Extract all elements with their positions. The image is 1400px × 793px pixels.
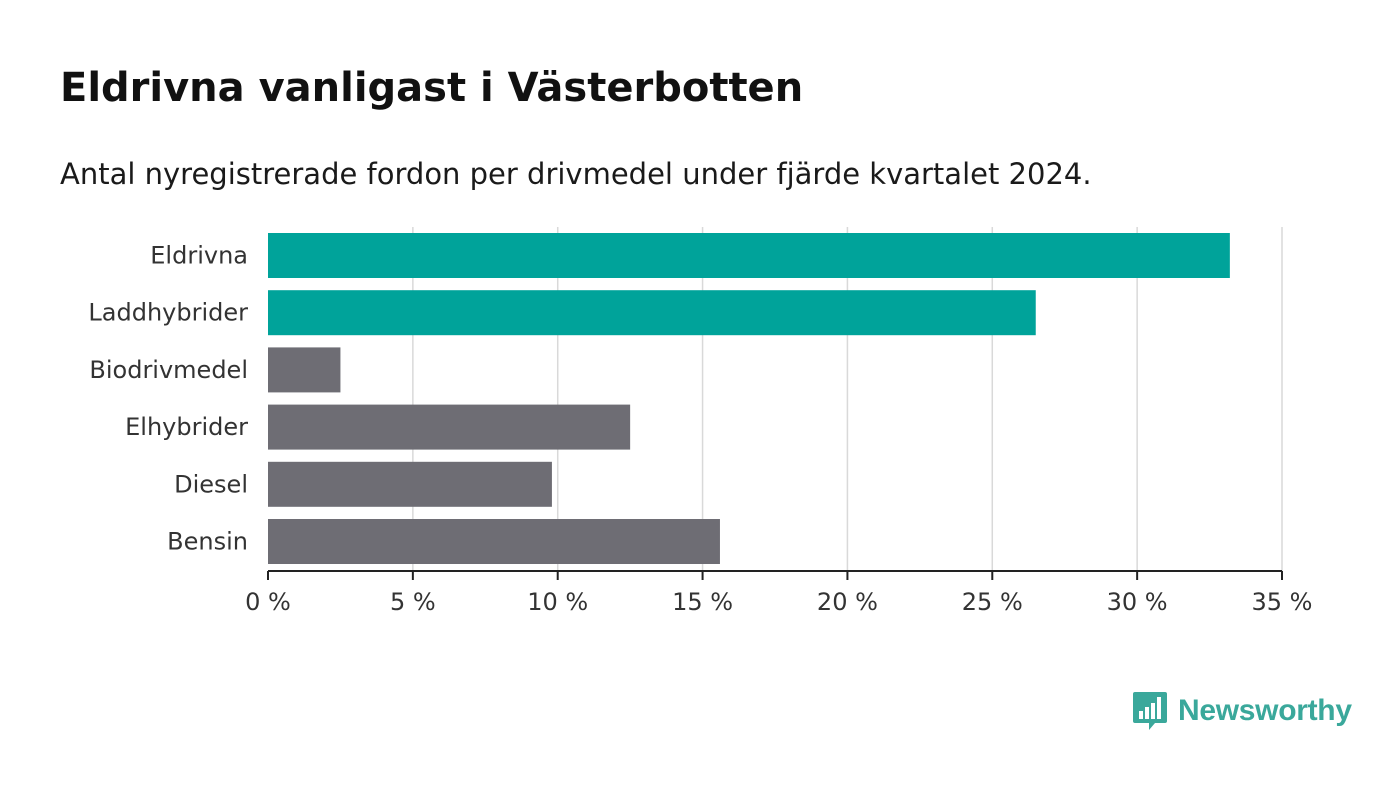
chart-subtitle: Antal nyregistrerade fordon per drivmede… bbox=[60, 157, 1092, 191]
bar-diesel bbox=[268, 461, 552, 507]
bar-biodrivmedel bbox=[268, 347, 341, 393]
x-axis: 0 % 5 % 10 % 15 % 20 % 25 % 30 % 35 % bbox=[245, 570, 1313, 616]
bar-laddhybrider bbox=[268, 290, 1036, 336]
category-label: Biodrivmedel bbox=[89, 356, 248, 384]
x-tick-label: 30 % bbox=[1107, 588, 1168, 616]
x-tick-label: 0 % bbox=[245, 588, 291, 616]
category-label: Bensin bbox=[167, 528, 248, 556]
x-tick-label: 10 % bbox=[527, 588, 588, 616]
category-label: Elhybrider bbox=[125, 413, 248, 441]
newsworthy-logo: Newsworthy bbox=[1132, 690, 1352, 732]
category-label: Laddhybrider bbox=[88, 299, 248, 327]
category-label: Diesel bbox=[174, 470, 248, 498]
logo-text: Newsworthy bbox=[1178, 694, 1352, 727]
bar-elhybrider bbox=[268, 404, 631, 450]
category-label: Eldrivna bbox=[150, 242, 248, 270]
x-tick-label: 20 % bbox=[817, 588, 878, 616]
bar-bensin bbox=[268, 519, 720, 564]
gridlines bbox=[412, 227, 1283, 571]
chart-title: Eldrivna vanligast i Västerbotten bbox=[60, 65, 804, 111]
x-tick-label: 5 % bbox=[390, 588, 436, 616]
bar-eldrivna bbox=[268, 233, 1230, 278]
x-tick-label: 35 % bbox=[1252, 588, 1313, 616]
x-tick-label: 15 % bbox=[672, 588, 733, 616]
category-labels: Eldrivna Laddhybrider Biodrivmedel Elhybrid… bbox=[88, 242, 248, 556]
bars bbox=[268, 233, 1230, 564]
x-tick-label: 25 % bbox=[962, 588, 1023, 616]
newsworthy-logo-icon bbox=[1133, 692, 1167, 730]
